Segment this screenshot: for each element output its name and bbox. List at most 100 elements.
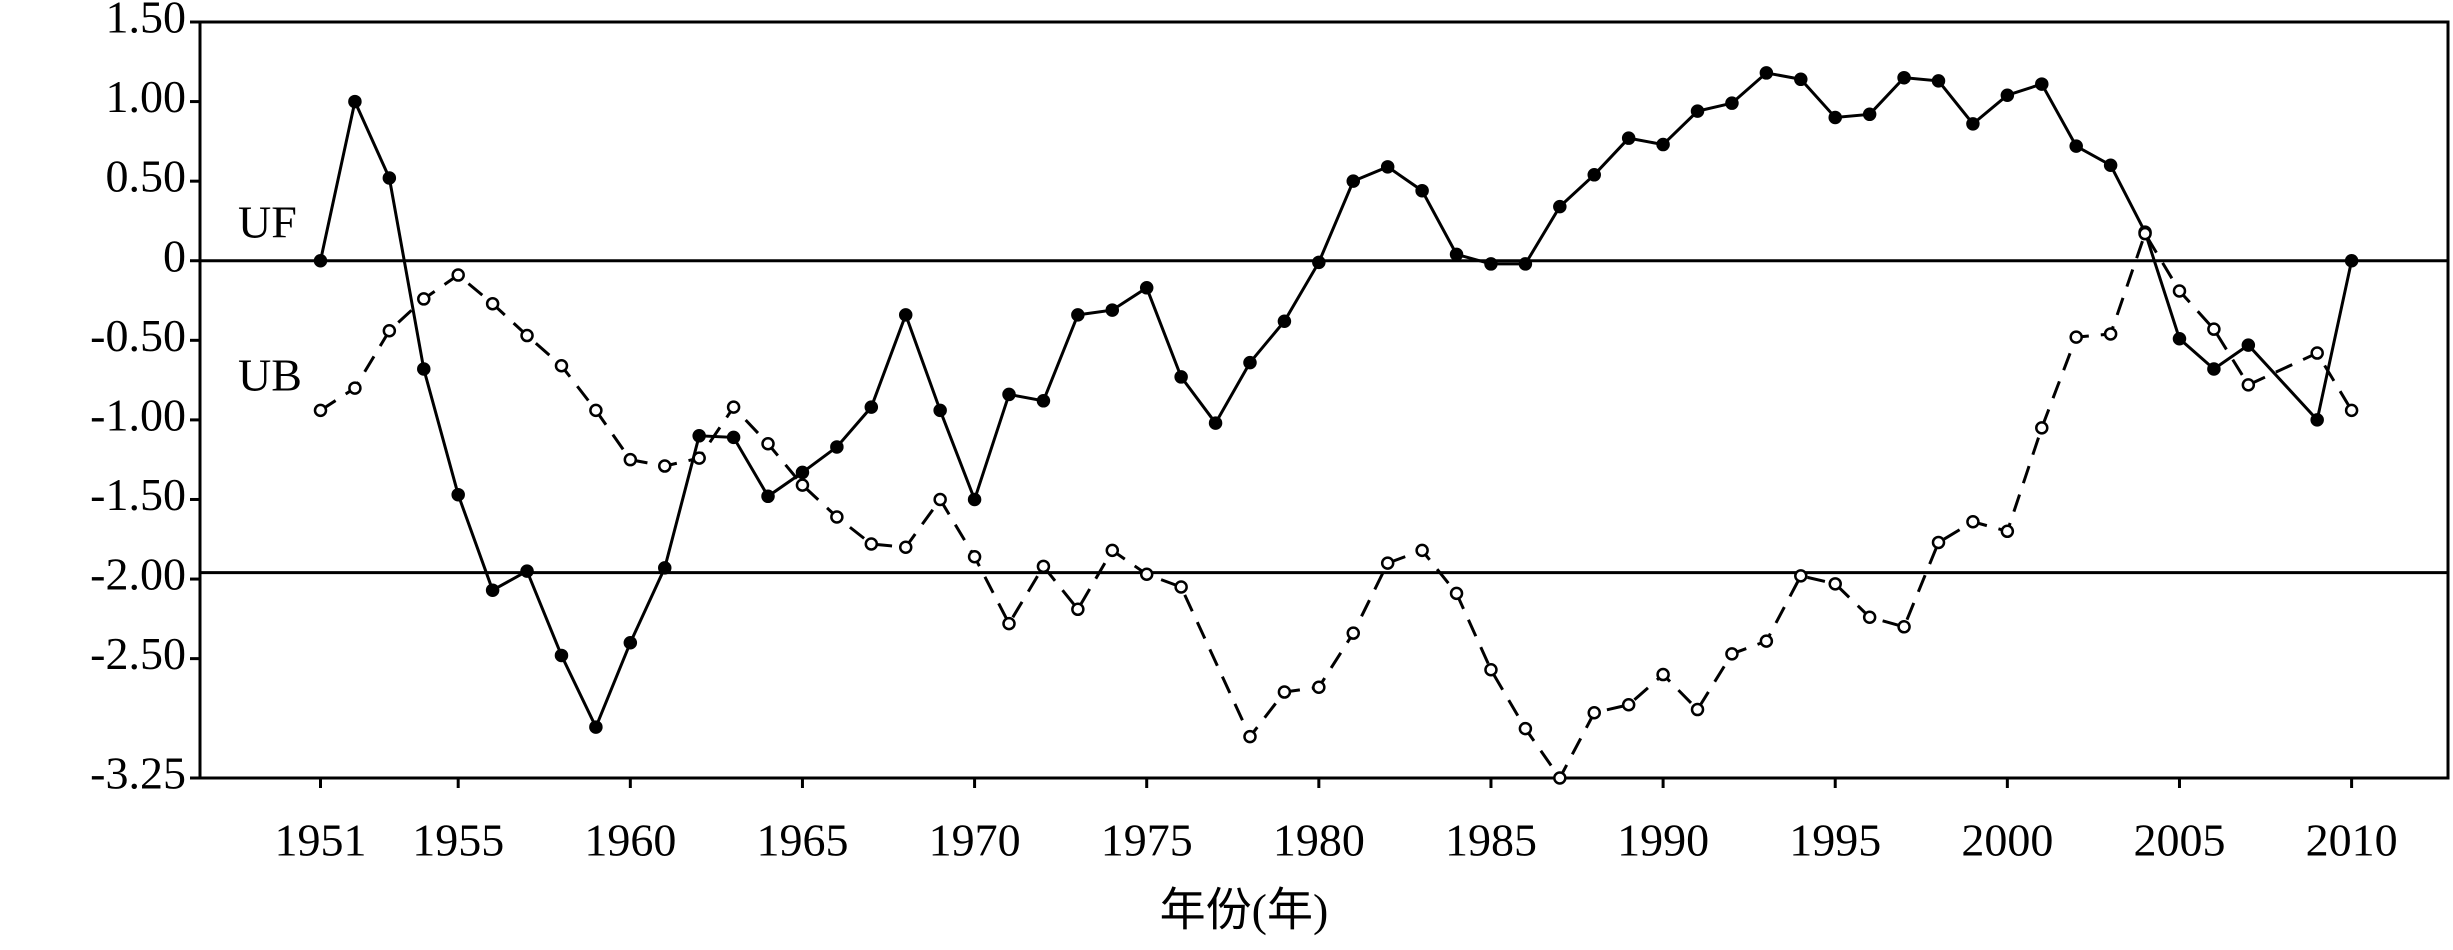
point — [1725, 647, 1739, 661]
point — [761, 489, 775, 504]
point — [864, 537, 879, 551]
point — [1897, 620, 1911, 634]
point — [589, 403, 603, 418]
point — [451, 487, 465, 502]
point — [1243, 729, 1257, 744]
point — [830, 440, 844, 454]
point — [1621, 131, 1636, 145]
y-tick-label: -0.50 — [90, 310, 186, 361]
point — [657, 561, 672, 575]
point — [1312, 680, 1326, 695]
point — [933, 403, 947, 418]
x-tick-label: 1995 — [1789, 815, 1881, 866]
point — [1208, 416, 1223, 430]
point — [382, 324, 397, 338]
point — [2069, 330, 2083, 344]
point — [1105, 303, 1120, 317]
point — [1966, 117, 1980, 131]
point — [761, 437, 775, 451]
point — [726, 400, 741, 414]
series-line — [319, 230, 2353, 781]
x-tick-label: 1951 — [274, 815, 366, 866]
point — [2172, 284, 2187, 298]
point — [2138, 226, 2152, 241]
point — [589, 720, 603, 734]
point — [1966, 515, 1980, 529]
point — [1759, 634, 1774, 648]
point — [1587, 168, 1601, 182]
point — [830, 510, 844, 524]
series-label: UB — [238, 350, 302, 401]
point — [1449, 247, 1464, 262]
x-tick-label: 2005 — [2133, 815, 2225, 866]
point — [520, 328, 534, 343]
point — [2035, 77, 2049, 91]
plot-frame — [198, 20, 2450, 780]
point — [1862, 107, 1877, 122]
point — [1415, 543, 1429, 558]
point — [1174, 370, 1188, 384]
point — [1518, 721, 1533, 736]
y-tick-label: 0 — [163, 230, 186, 281]
y-tick-label: -3.25 — [90, 748, 186, 799]
point — [933, 492, 947, 507]
y-tick-label: -1.00 — [90, 389, 186, 440]
point — [1346, 174, 1361, 188]
point — [2310, 346, 2324, 360]
point — [1277, 314, 1292, 328]
point — [1794, 72, 1808, 87]
point — [692, 429, 706, 443]
point — [967, 492, 982, 507]
point — [1415, 183, 1429, 198]
point — [1380, 160, 1395, 174]
x-tick-label: 1975 — [1101, 815, 1193, 866]
point — [313, 403, 328, 418]
x-tick-label: 1970 — [929, 815, 1021, 866]
point — [1690, 104, 1705, 118]
point — [1656, 667, 1670, 682]
point — [1931, 535, 1946, 550]
point — [1277, 685, 1292, 699]
point — [2241, 378, 2256, 392]
point — [1759, 66, 1774, 80]
point — [1862, 610, 1877, 625]
point — [1380, 556, 1395, 570]
point — [1897, 70, 1911, 85]
point — [1346, 626, 1361, 640]
point — [1828, 110, 1842, 125]
point — [1518, 257, 1533, 271]
point — [2000, 88, 2015, 102]
point — [2103, 158, 2118, 172]
point — [898, 308, 913, 322]
point — [2344, 253, 2359, 268]
x-axis-label: 年份(年) — [1160, 885, 1329, 936]
point — [451, 268, 465, 282]
point — [1139, 567, 1154, 582]
point — [1036, 559, 1051, 574]
point — [348, 94, 362, 109]
point — [2069, 139, 2083, 153]
point — [554, 359, 569, 373]
point — [864, 400, 879, 414]
series-label: UF — [238, 197, 297, 248]
point — [1553, 771, 1567, 785]
point — [898, 540, 913, 554]
x-tick-label: 1955 — [412, 815, 504, 866]
point — [657, 459, 672, 473]
point — [2207, 362, 2221, 376]
x-tick-label: 2000 — [1961, 815, 2053, 866]
y-tick-label: -1.50 — [90, 469, 186, 520]
point — [1071, 308, 1085, 322]
y-tick-label: 0.50 — [106, 151, 187, 202]
point — [2344, 403, 2359, 418]
point — [1139, 281, 1154, 295]
x-tick-label: 1960 — [584, 815, 676, 866]
point — [1553, 199, 1567, 214]
point — [1587, 705, 1601, 720]
point — [1002, 387, 1016, 402]
x-tick-label: 1980 — [1273, 815, 1365, 866]
point — [2035, 421, 2049, 435]
point — [1690, 702, 1705, 717]
